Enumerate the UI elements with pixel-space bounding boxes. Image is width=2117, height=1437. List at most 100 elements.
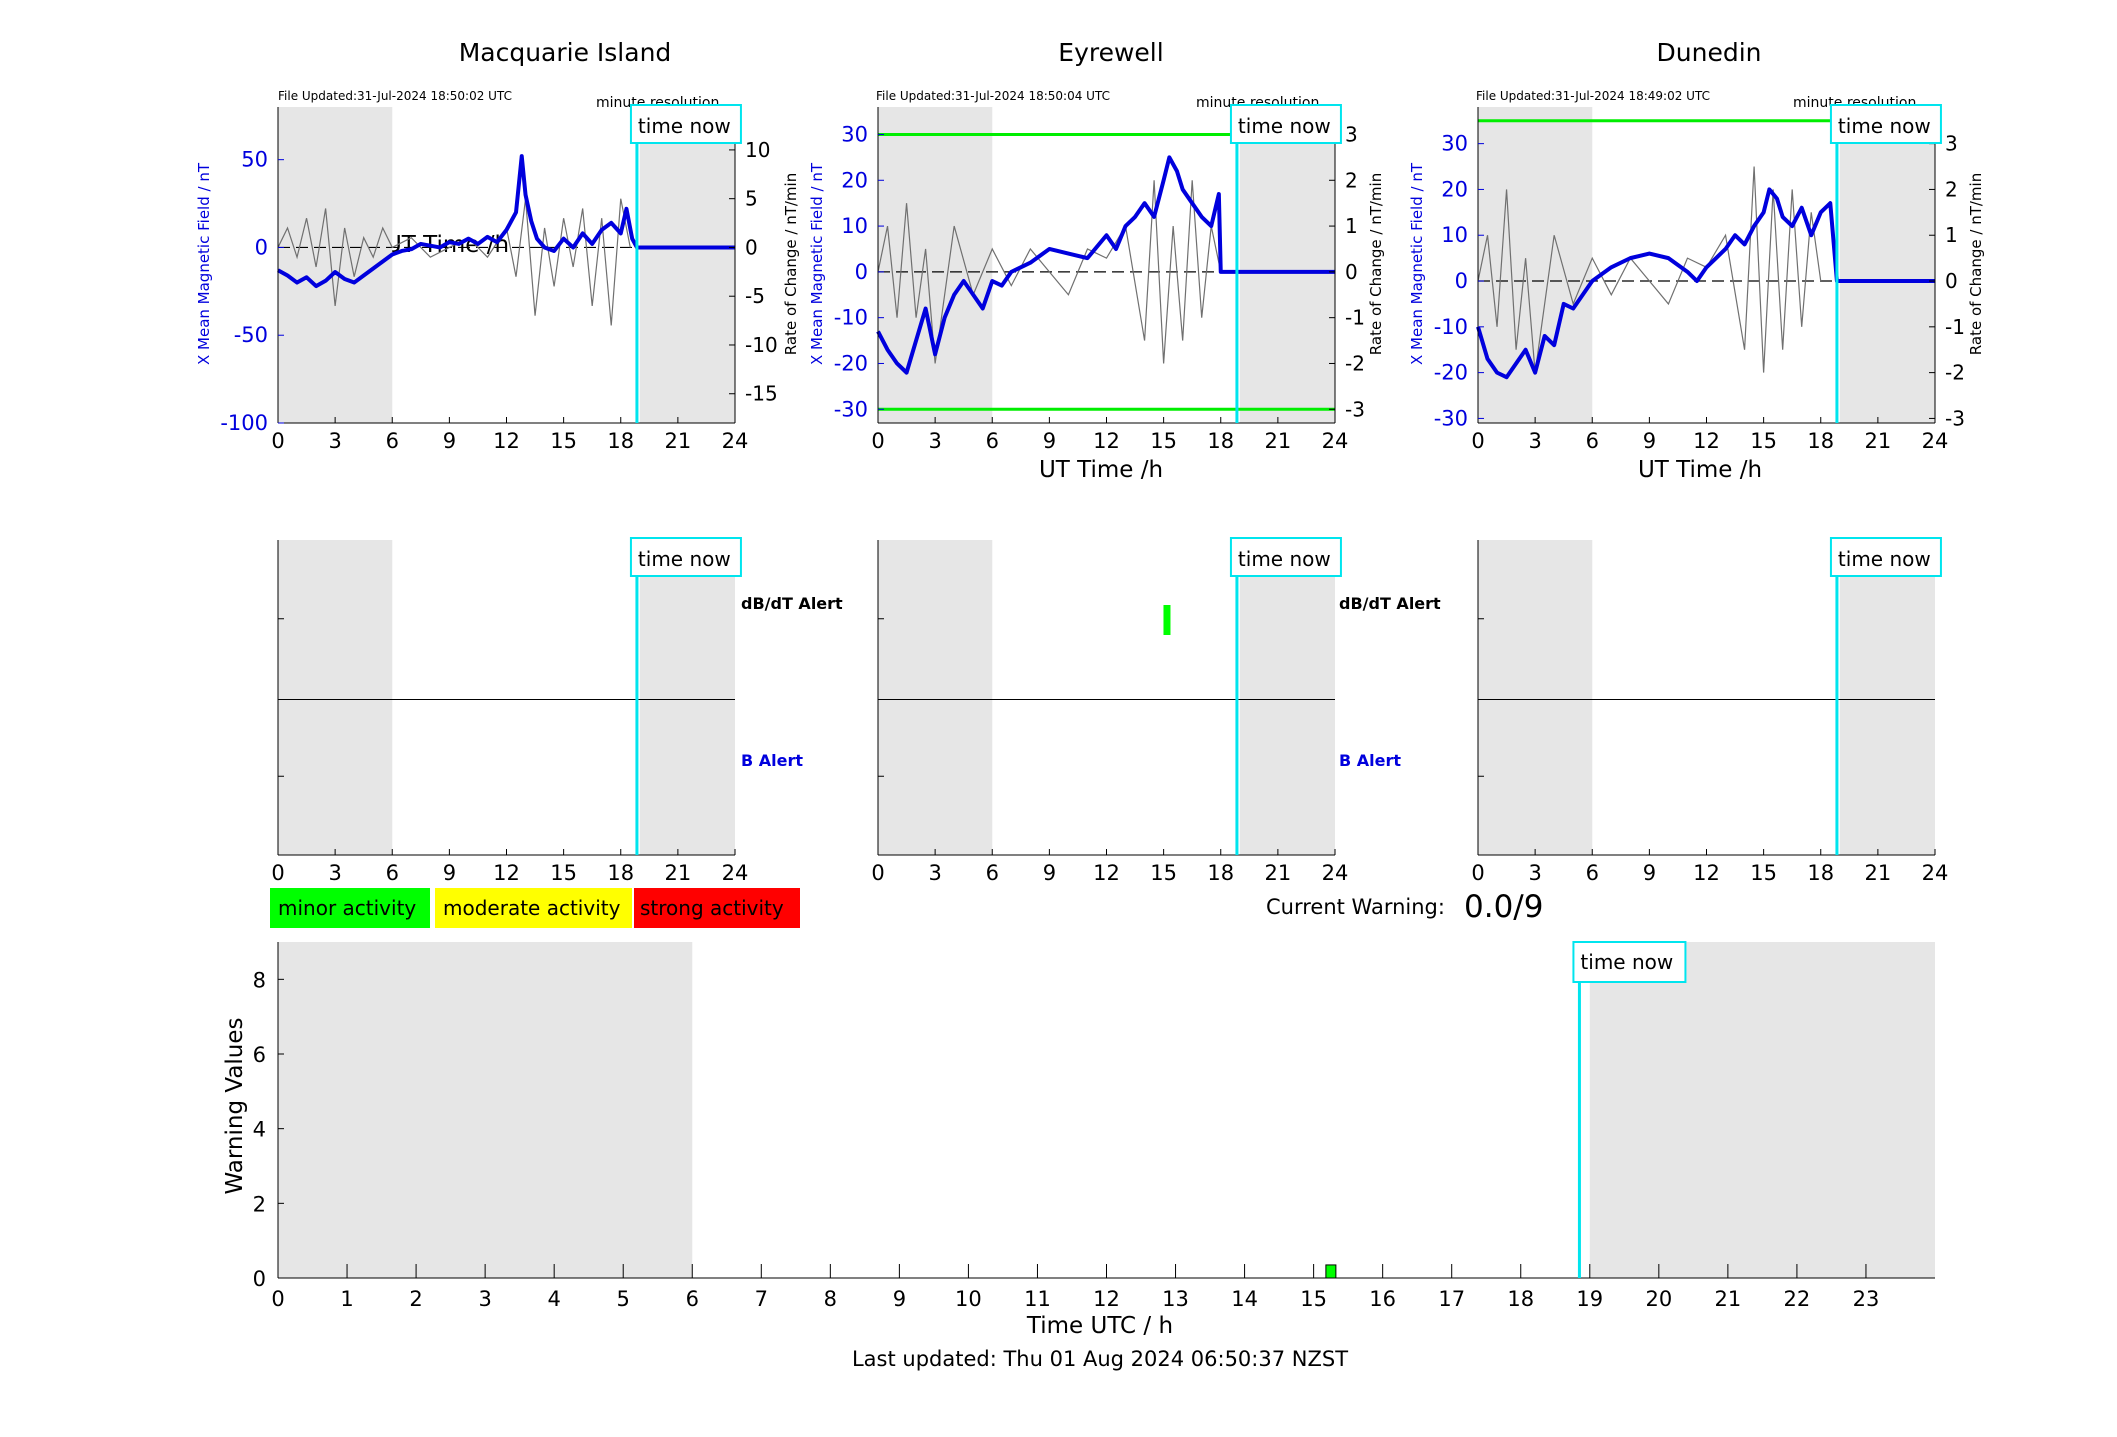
last-updated-label: Last updated: Thu 01 Aug 2024 06:50:37 N… — [852, 1347, 1348, 1371]
warning-chart-labels: Warning Values Time UTC / h Last updated… — [222, 1017, 1348, 1371]
x-tick-label: 18 — [1807, 429, 1834, 453]
y-tick-label-left: -30 — [1434, 406, 1468, 430]
rate-of-change-series — [1477, 166, 1822, 373]
warning-x-axis-label: Time UTC / h — [1026, 1313, 1173, 1339]
x-tick-label: 9 — [1643, 429, 1656, 453]
x-tick-label: 18 — [1207, 429, 1234, 453]
x-tick-label: 21 — [1865, 429, 1892, 453]
station-title: Eyrewell — [1058, 38, 1163, 67]
night-shade — [278, 107, 393, 423]
x-tick-label: 21 — [1865, 861, 1892, 885]
y-tick-label-right: 0 — [1945, 269, 1958, 293]
y-tick-label-left: 50 — [241, 148, 268, 172]
x-tick-label: 0 — [871, 429, 884, 453]
x-tick-label: 12 — [493, 861, 520, 885]
x-tick-label: 3 — [928, 861, 941, 885]
x-tick-label: 18 — [1207, 861, 1234, 885]
time-now-label: time now — [1580, 950, 1673, 974]
current-warning-value: 0.0/9 — [1464, 889, 1543, 925]
y-tick-label-left: 30 — [841, 122, 868, 146]
x-tick-label: 6 — [686, 1287, 699, 1311]
y-tick-label-left: 20 — [841, 168, 868, 192]
time-now-box — [629, 104, 742, 144]
left-axis-label: X Mean Magnetic Field / nT — [195, 162, 213, 365]
x-tick-label: 21 — [1715, 1287, 1742, 1311]
y-tick-label-right: 3 — [1345, 122, 1358, 146]
y-tick-label-left: -20 — [834, 351, 868, 375]
x-tick-label: 24 — [722, 861, 749, 885]
time-now-box — [1572, 941, 1687, 983]
x-tick-label: 0 — [871, 861, 884, 885]
night-shade — [1239, 540, 1335, 855]
b-alert-label: B Alert — [741, 751, 803, 770]
x-tick-label: 11 — [1024, 1287, 1051, 1311]
macquarie-field-panel: Macquarie Island File Updated:31-Jul-202… — [195, 38, 800, 365]
y-tick-label-left: 10 — [841, 214, 868, 238]
x-tick-label: 6 — [386, 429, 399, 453]
x-tick-label: 4 — [547, 1287, 560, 1311]
alert-labels: dB/dT Alert B Alert dB/dT Alert B Alert — [741, 594, 1441, 770]
x-tick-label: 7 — [755, 1287, 768, 1311]
warning-y-axis-label: Warning Values — [222, 1017, 248, 1194]
x-tick-label: 3 — [928, 429, 941, 453]
station-title: Macquarie Island — [459, 38, 672, 67]
x-tick-label: 21 — [1265, 429, 1292, 453]
night-shade — [878, 540, 993, 855]
x-tick-label: 15 — [1750, 861, 1777, 885]
current-warning-label: Current Warning: — [1266, 895, 1445, 919]
eyrewell-field-panel: Eyrewell File Updated:31-Jul-2024 18:50:… — [808, 38, 1385, 483]
night-shade — [1478, 540, 1593, 855]
x-tick-label: 6 — [986, 429, 999, 453]
x-tick-label: 12 — [493, 429, 520, 453]
moderate-activity-label: moderate activity — [443, 896, 621, 920]
warning-chart: 0 1 2 3 4 5 6 7 8 9 10 11 12 13 14 15 16 17 18 19 20 21 22 2302… — [253, 941, 1935, 1311]
y-tick-label-right: -3 — [1945, 406, 1965, 430]
y-tick-label-left: -10 — [834, 306, 868, 330]
y-tick-label-right: -10 — [745, 333, 778, 357]
time-now-label: time now — [1238, 114, 1331, 138]
time-now-box — [1229, 104, 1342, 144]
dunedin-field-panel: Dunedin File Updated:31-Jul-2024 18:49:0… — [1408, 38, 1985, 483]
x-axis-label: UT Time /h — [1638, 457, 1762, 483]
time-now-box — [1829, 104, 1942, 144]
x-tick-label: 15 — [1150, 861, 1177, 885]
x-tick-label: 15 — [1300, 1287, 1327, 1311]
x-tick-label: 9 — [893, 1287, 906, 1311]
y-tick-label-left: 30 — [1441, 132, 1468, 156]
b-alert-label: B Alert — [1339, 751, 1401, 770]
night-shade — [1589, 942, 1935, 1278]
y-tick-label-right: -2 — [1345, 351, 1365, 375]
right-axis-label: Rate of Change / nT/min — [1967, 173, 1985, 355]
right-axis-label: Rate of Change / nT/min — [782, 173, 800, 355]
night-shade — [1839, 107, 1935, 423]
mean-field-series — [277, 154, 735, 289]
y-tick-label-left: -10 — [1434, 315, 1468, 339]
x-tick-label: 15 — [1150, 429, 1177, 453]
mean-field-series — [876, 155, 1335, 375]
night-shade — [1478, 107, 1593, 423]
time-now-label: time now — [638, 547, 731, 571]
field-chart-0: 0 3 6 9 12 15 18 21 24-100-50050-15-10-50510time… — [220, 104, 778, 453]
y-tick-label-right: 2 — [1345, 168, 1358, 192]
chart-marks: 0 3 6 9 12 15 18 21 24-100-50050-15-10-50510time… — [220, 104, 1965, 1311]
x-tick-label: 1 — [340, 1287, 353, 1311]
y-tick-label-left: -100 — [220, 411, 268, 435]
x-tick-label: 21 — [665, 861, 692, 885]
x-tick-label: 21 — [1265, 861, 1292, 885]
x-tick-label: 15 — [1750, 429, 1777, 453]
y-tick-label: 8 — [253, 968, 266, 992]
y-tick-label-right: 0 — [1345, 260, 1358, 284]
x-tick-label: 0 — [271, 861, 284, 885]
y-tick-label-left: -50 — [234, 323, 268, 347]
x-tick-label: 13 — [1162, 1287, 1189, 1311]
y-tick-label-right: -5 — [745, 284, 765, 308]
file-updated-label: File Updated:31-Jul-2024 18:50:04 UTC — [876, 89, 1110, 103]
x-tick-label: 18 — [1507, 1287, 1534, 1311]
field-chart-1: 0 3 6 9 12 15 18 21 24-30-20-100102030-3-2-10123… — [834, 104, 1365, 453]
x-tick-label: 19 — [1576, 1287, 1603, 1311]
right-axis-label: Rate of Change / nT/min — [1367, 173, 1385, 355]
mean-field-series — [1476, 187, 1935, 380]
file-updated-label: File Updated:31-Jul-2024 18:49:02 UTC — [1476, 89, 1710, 103]
x-tick-label: 6 — [1586, 861, 1599, 885]
x-tick-label: 15 — [550, 429, 577, 453]
